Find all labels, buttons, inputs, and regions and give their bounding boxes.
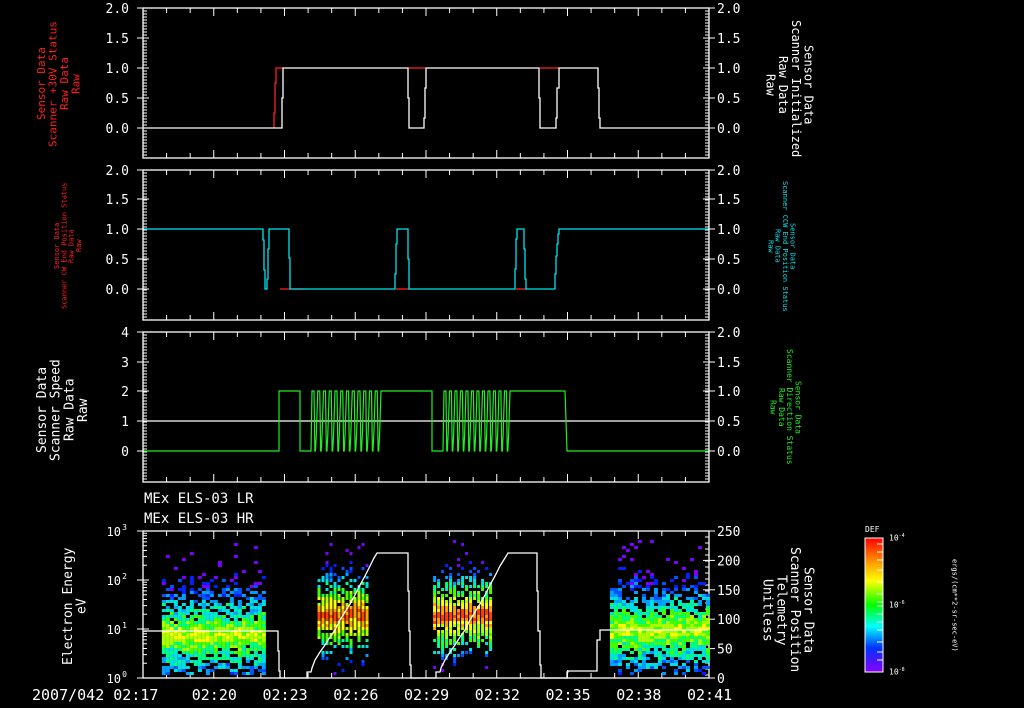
svg-text:1.5: 1.5 [717, 193, 740, 208]
svg-text:1.0: 1.0 [106, 223, 129, 238]
x-tick-label: 02:32 [474, 686, 520, 704]
x-tick-label: 02:20 [191, 686, 237, 704]
x-tick-label: 02:29 [404, 686, 450, 704]
svg-text:2.0: 2.0 [717, 2, 740, 17]
panel2-cyan-trace [144, 228, 708, 290]
x-tick-label: 02:35 [545, 686, 591, 704]
svg-text:1.5: 1.5 [106, 193, 129, 208]
svg-text:0.5: 0.5 [717, 253, 740, 268]
svg-text:1.5: 1.5 [717, 32, 740, 47]
svg-text:0: 0 [121, 445, 129, 460]
x-tick-label: 02:26 [333, 686, 379, 704]
y-axis-tick-labels: 2.0 2.0 1.5 1.5 1.0 1.0 0.5 0.5 0.0 0.0 2.0 2.0 1.5 1… [106, 2, 741, 687]
svg-text:4: 4 [121, 326, 129, 341]
svg-text:1.0: 1.0 [717, 62, 740, 77]
svg-text:100: 100 [717, 613, 740, 628]
x-tick-label: 02:38 [616, 686, 662, 704]
svg-text:0.5: 0.5 [717, 92, 740, 107]
axis-ticks [137, 7, 715, 679]
colorbar [864, 537, 884, 673]
svg-text:0: 0 [122, 670, 127, 679]
panel1-right-axis-label: Sensor Data Scanner Initialized Raw Data… [763, 20, 816, 158]
svg-text:1.0: 1.0 [106, 62, 129, 77]
svg-text:200: 200 [717, 554, 740, 569]
svg-text:10: 10 [107, 574, 121, 588]
panel4-title-lr: MEx ELS-03 LR [144, 491, 254, 507]
svg-text:0.0: 0.0 [717, 122, 740, 137]
panel1-red-trace [273, 67, 283, 128]
x-tick-label: 02:23 [262, 686, 308, 704]
svg-text:0.5: 0.5 [717, 415, 740, 430]
panel3-right-axis-label: Sensor Data Scanner Direction Status Raw… [768, 349, 803, 465]
svg-text:2.0: 2.0 [106, 164, 129, 179]
svg-text:10: 10 [107, 672, 121, 686]
svg-text:0.0: 0.0 [717, 283, 740, 298]
svg-text:10: 10 [107, 623, 121, 637]
svg-text:10: 10 [107, 525, 121, 539]
svg-text:2: 2 [122, 572, 127, 581]
svg-text:2: 2 [121, 385, 129, 400]
svg-text:2.0: 2.0 [106, 2, 129, 17]
colorbar-tick-mid: 10-6 [889, 600, 905, 610]
svg-text:1.0: 1.0 [717, 223, 740, 238]
svg-text:0.0: 0.0 [106, 122, 129, 137]
svg-text:150: 150 [717, 584, 740, 599]
colorbar-ticks [877, 543, 883, 661]
x-tick-label: 02:41 [687, 686, 733, 704]
svg-text:2.0: 2.0 [717, 326, 740, 341]
spectrogram [161, 540, 710, 675]
panel3-frame [142, 331, 710, 483]
panel3-green-direction-trace [144, 390, 708, 452]
colorbar-tick-top: 10-4 [889, 533, 905, 543]
panel2-frame [142, 169, 710, 321]
svg-text:3: 3 [121, 356, 129, 371]
svg-text:2.0: 2.0 [717, 164, 740, 179]
panel4-title-hr: MEx ELS-03 HR [144, 511, 254, 527]
panel2-right-axis-label: Sensor Data Scanner CCW End Position Sta… [766, 180, 797, 312]
svg-text:0.0: 0.0 [106, 283, 129, 298]
x-axis-date-label: 2007/042 02:17 [32, 686, 159, 704]
svg-text:1: 1 [121, 415, 129, 430]
colorbar-tick-bot: 10-8 [889, 667, 905, 677]
svg-text:0.0: 0.0 [717, 445, 740, 460]
svg-text:1.5: 1.5 [717, 356, 740, 371]
colorbar-title: DEF [865, 525, 880, 534]
colorbar-unit-label: ergs/(cm**2-sr-sec-eV) [950, 558, 959, 652]
svg-text:3: 3 [122, 523, 127, 532]
svg-text:0.5: 0.5 [106, 92, 129, 107]
svg-text:50: 50 [717, 643, 733, 658]
svg-text:250: 250 [717, 525, 740, 540]
svg-text:0: 0 [717, 672, 725, 687]
panel4-scanner-position-trace [144, 552, 708, 679]
svg-text:0.5: 0.5 [106, 253, 129, 268]
svg-text:1.0: 1.0 [717, 385, 740, 400]
panel4-right-axis-label: Sensor Data Scanner Position Telemetry U… [759, 547, 816, 673]
svg-text:1.5: 1.5 [106, 32, 129, 47]
panel1-white-trace [144, 67, 708, 129]
svg-text:1: 1 [122, 621, 127, 630]
